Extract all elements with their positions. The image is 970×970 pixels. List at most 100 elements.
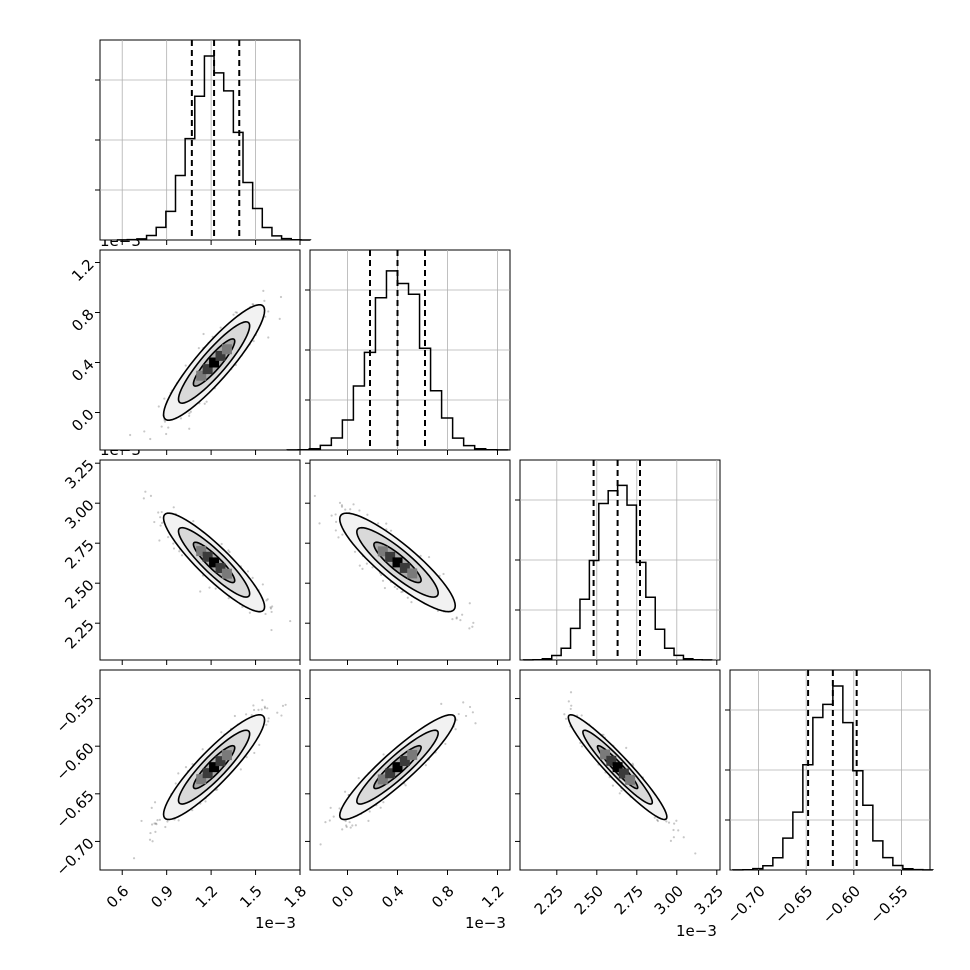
tick-label-x-0-1: 0.9 [147, 882, 177, 912]
tick-label-y-3-3: −0.55 [52, 692, 97, 737]
scatter-point [377, 522, 380, 525]
scatter-point [471, 711, 474, 714]
scatter-point [361, 567, 364, 570]
scatter-point [189, 410, 192, 413]
scatter-point [149, 831, 152, 835]
panel-1-0 [99, 249, 301, 451]
scatter-point [468, 602, 471, 605]
scatter-point [250, 713, 253, 717]
scatter-point [172, 542, 175, 545]
tick-label-y-1-0: 0.0 [68, 405, 98, 435]
scatter-point [177, 819, 180, 822]
scatter-point [357, 777, 360, 780]
scatter-point [338, 807, 341, 810]
scatter-point [672, 828, 675, 832]
tick-label-x-3-0: −0.70 [724, 882, 769, 927]
density-cell [385, 551, 396, 562]
scatter-point [252, 708, 256, 712]
density-cell [392, 557, 403, 568]
scatter-point [153, 822, 156, 825]
density-cell [407, 749, 418, 760]
scatter-point [279, 295, 283, 299]
density-cell [618, 768, 629, 779]
scatter-point [580, 714, 583, 717]
scatter-point [233, 714, 236, 718]
scatter-point [164, 825, 167, 829]
density-cell [209, 762, 220, 773]
scatter-point [625, 746, 628, 749]
scatter-point [269, 607, 273, 610]
scatter-point [474, 722, 477, 725]
scatter-point [269, 606, 272, 609]
scatter-point [349, 508, 352, 511]
scatter-point [157, 511, 160, 514]
scatter-point [570, 704, 573, 707]
scatter-point [252, 339, 255, 343]
scatter-point [457, 712, 460, 716]
scatter-point [264, 315, 267, 318]
scatter-point [267, 336, 270, 339]
tick-label-y-2-1: 2.50 [61, 576, 97, 612]
scatter-point [353, 550, 357, 553]
scatter-point [261, 583, 264, 586]
scatter-point [334, 513, 337, 516]
scatter-point [379, 806, 382, 809]
scatter-point [245, 756, 248, 759]
scatter-point [344, 790, 347, 793]
scatter-point [393, 585, 396, 589]
scatter-point [204, 800, 207, 803]
scatter-point [444, 742, 447, 746]
scatter-point [672, 836, 675, 839]
scatter-point [340, 504, 344, 507]
scatter-point [471, 625, 474, 628]
scatter-point [675, 819, 678, 822]
scatter-point [389, 529, 393, 532]
scatter-point [381, 579, 385, 582]
scatter-point [271, 605, 274, 608]
tick-label-y-2-2: 2.75 [61, 536, 97, 572]
scatter-point [208, 586, 211, 589]
scatter-point [270, 628, 273, 632]
scatter-point [427, 555, 431, 559]
scatter-point [197, 347, 200, 350]
scatter-point [234, 311, 237, 314]
density-cell [407, 568, 418, 579]
scatter-point [569, 707, 572, 711]
scatter-point [172, 506, 175, 509]
scatter-point [367, 819, 370, 822]
scatter-point [188, 414, 191, 417]
scatter-point [319, 843, 322, 846]
scatter-point [344, 819, 347, 823]
scatter-point [349, 826, 352, 829]
scatter-point [267, 720, 270, 723]
tick-label-y-2-0: 2.25 [61, 616, 97, 652]
scatter-point [472, 621, 475, 624]
histogram-1 [286, 270, 509, 451]
scatter-point [337, 536, 340, 539]
scatter-point [442, 572, 445, 576]
scatter-point [667, 821, 671, 824]
tick-label-x-3-2: −0.60 [819, 882, 864, 927]
scatter-point [400, 590, 403, 594]
scatter-point [154, 830, 157, 834]
scatter-point [199, 590, 202, 593]
scatter-point [241, 605, 244, 609]
scatter-point [201, 748, 204, 751]
offset-label-p2-bottom: 1e−3 [676, 922, 717, 940]
scatter-point [455, 617, 458, 620]
scatter-point [281, 704, 285, 707]
scatter-point [424, 764, 427, 767]
scatter-point [151, 840, 154, 843]
tick-label-y-2-3: 3.00 [61, 496, 97, 532]
scatter-point [396, 587, 399, 590]
scatter-point [564, 717, 568, 720]
scatter-point [338, 501, 342, 504]
tick-label-x-0-0: 0.6 [103, 882, 133, 912]
scatter-point [266, 598, 269, 601]
scatter-point [174, 782, 177, 785]
scatter-point [366, 513, 369, 516]
scatter-point [669, 839, 673, 842]
scatter-point [262, 289, 265, 292]
scatter-point [264, 612, 267, 616]
